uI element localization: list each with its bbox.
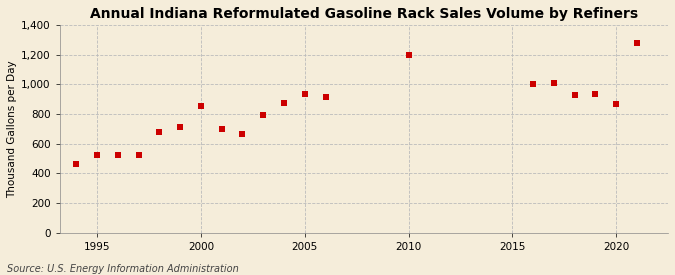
Y-axis label: Thousand Gallons per Day: Thousand Gallons per Day — [7, 60, 17, 197]
Text: Source: U.S. Energy Information Administration: Source: U.S. Energy Information Administ… — [7, 264, 238, 274]
Title: Annual Indiana Reformulated Gasoline Rack Sales Volume by Refiners: Annual Indiana Reformulated Gasoline Rac… — [90, 7, 638, 21]
